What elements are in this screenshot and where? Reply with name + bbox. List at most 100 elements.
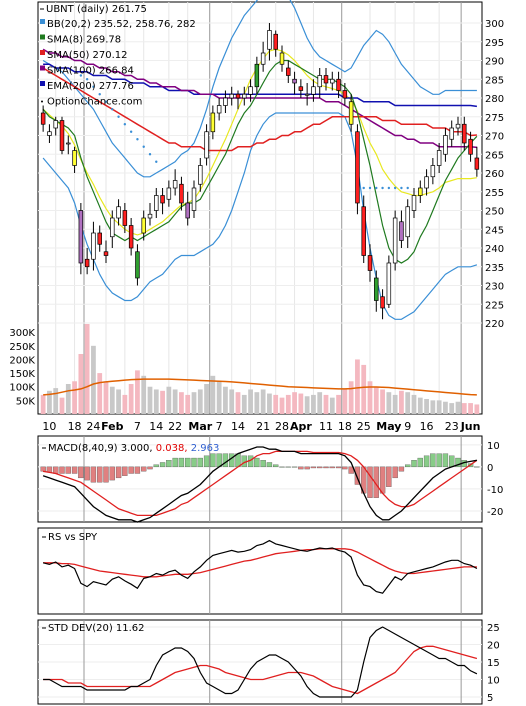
volume-bar	[373, 386, 379, 414]
candle-body	[424, 176, 429, 189]
psar-dot	[85, 78, 89, 81]
psar-dot	[104, 100, 108, 103]
volume-bar	[116, 389, 121, 414]
y-tick-label: 265	[485, 150, 504, 161]
candle-body	[374, 277, 379, 301]
volume-bar	[386, 392, 392, 414]
macd-histogram-bar	[203, 455, 210, 468]
y-tick-label: 285	[485, 75, 504, 86]
x-axis-label: 16	[420, 420, 434, 433]
volume-bar	[323, 394, 329, 414]
psar-dot	[129, 130, 133, 133]
volume-bar	[474, 404, 480, 414]
macd-histogram-bar	[254, 457, 260, 468]
bollinger-lower-line	[42, 112, 478, 320]
volume-bar	[84, 324, 90, 414]
volume-bar	[342, 389, 348, 414]
candle-body	[455, 123, 461, 129]
candle-body	[405, 206, 410, 238]
macd-histogram-bar	[53, 466, 59, 474]
candle-body	[210, 112, 216, 133]
psar-dot	[393, 186, 397, 190]
volume-bar	[311, 394, 316, 414]
macd-histogram-bar	[386, 466, 392, 487]
candle-body	[198, 165, 203, 185]
volume-bar	[260, 389, 266, 414]
volume-tick-label: 250K	[9, 342, 35, 353]
x-axis-label: 18	[338, 420, 352, 433]
macd-value-signal-diff: 0.038,	[156, 443, 191, 454]
psar-dot	[123, 123, 127, 126]
volume-bar	[367, 381, 373, 414]
psar-dot	[375, 186, 378, 190]
candle-body	[229, 93, 234, 99]
macd-histogram-bar	[411, 460, 417, 468]
macd-histogram-bar	[436, 453, 442, 468]
volume-tick-label: 100K	[9, 383, 35, 394]
candle-body	[223, 97, 228, 106]
macd-histogram-bar	[442, 453, 449, 468]
macd-histogram-bar	[97, 466, 103, 483]
candle-body	[97, 232, 102, 245]
volume-bar	[355, 359, 360, 414]
volume-bar	[292, 392, 297, 414]
macd-histogram-bar	[273, 464, 279, 468]
x-axis-label: 28	[275, 420, 289, 433]
psar-dot	[148, 153, 152, 156]
y-tick-label: 220	[485, 319, 504, 330]
x-axis-label: 7	[216, 420, 223, 433]
volume-bar	[348, 381, 354, 414]
y-tick-label: 275	[485, 113, 504, 124]
candle-body	[392, 217, 398, 264]
candle-body	[260, 52, 266, 65]
candle-body	[311, 86, 316, 95]
candle-body	[380, 296, 385, 309]
volume-tick-label: 200K	[9, 355, 35, 366]
volume-bar	[47, 390, 52, 414]
macd-histogram-bar	[122, 466, 128, 476]
x-axis-label: 7	[134, 420, 141, 433]
macd-histogram-bar	[197, 457, 203, 468]
psar-dot	[98, 93, 101, 96]
candle-body	[330, 78, 335, 84]
macd-histogram-bar	[159, 462, 166, 468]
candle-body	[474, 157, 480, 170]
volume-tick-label: 150K	[9, 369, 35, 380]
macd-histogram-bar	[210, 453, 216, 468]
volume-bar	[141, 375, 147, 414]
candle-body	[53, 120, 58, 129]
volume-bar	[273, 394, 279, 414]
candle-body	[204, 131, 209, 159]
stddev-y-tick: 15	[487, 658, 500, 669]
volume-tick-label: 50K	[16, 396, 36, 407]
volume-bar	[443, 401, 448, 414]
candle-body	[292, 78, 297, 84]
legend-swatch-sma100	[40, 65, 45, 71]
volume-bar	[40, 394, 46, 414]
legend-item-sma8: SMA(8) 269.78	[47, 35, 121, 46]
psar-dot	[406, 186, 409, 190]
volume-bar	[109, 386, 115, 414]
candle-body	[443, 135, 448, 155]
volume-bar	[78, 354, 84, 414]
y-tick-label: 290	[485, 57, 504, 68]
macd-y-tick: -10	[487, 485, 503, 496]
volume-bar	[417, 397, 423, 414]
candle-body	[172, 180, 178, 189]
x-axis-label: 25	[357, 420, 371, 433]
candle-body	[154, 195, 159, 211]
psar-dot	[362, 186, 365, 190]
macd-histogram-bar	[285, 466, 291, 468]
y-tick-label: 235	[485, 263, 504, 274]
macd-label: MACD(8,40,9) 3.000, 0.038, 2.963	[48, 443, 219, 454]
candle-body	[273, 33, 278, 50]
macd-y-tick: 0	[487, 463, 493, 474]
candle-body	[449, 127, 454, 140]
volume-tick-label: 300K	[9, 328, 35, 339]
volume-bar	[304, 396, 310, 414]
legend-swatch-bb	[40, 19, 45, 24]
volume-bar	[254, 392, 260, 414]
volume-bar	[380, 389, 385, 414]
volume-bar	[336, 394, 341, 414]
y-tick-label: 250	[485, 207, 504, 218]
